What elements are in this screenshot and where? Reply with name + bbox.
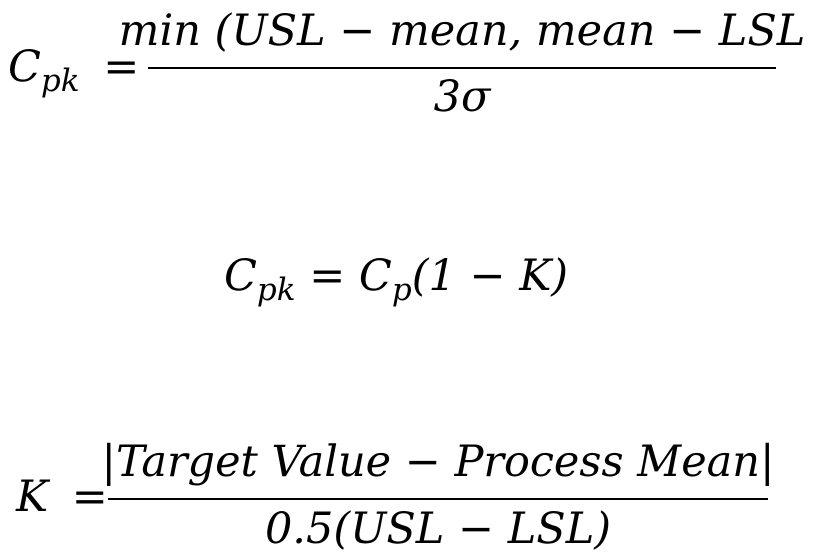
cpk-numerator: min (USL − mean, mean − LSL [119, 10, 806, 53]
k-lhs-symbol: K [16, 472, 49, 522]
cpk-denominator: 3σ [433, 72, 491, 122]
cpk2-lhs-subscript: pk [256, 272, 296, 308]
cpk-equals-sign: = [103, 42, 140, 92]
cpk-cp-relation-equation: Cpk = Cp(1 − K) [224, 255, 568, 306]
cpk2-lhs-symbol: C [224, 251, 257, 301]
k-numerator: |Target Value − Process Mean| [101, 437, 775, 487]
cpk2-tail: (1 − K) [411, 251, 569, 301]
cpk-lhs-symbol: C [8, 42, 41, 92]
cp-subscript: p [391, 272, 412, 308]
cpk-lhs-subscript: pk [40, 63, 80, 99]
cpk-fraction-equation: Cpk = [8, 46, 139, 97]
k-denominator: 0.5(USL − LSL) [264, 504, 612, 554]
cpk-fraction-bar [148, 67, 776, 69]
k-equals-sign: = [71, 472, 108, 522]
cpk-numerator-text: min (USL − mean, mean − LSL [118, 6, 806, 56]
k-fraction-bar [108, 498, 768, 500]
k-fraction-equation: K = [16, 476, 108, 519]
cpk2-equals-cp: = C [295, 251, 392, 301]
